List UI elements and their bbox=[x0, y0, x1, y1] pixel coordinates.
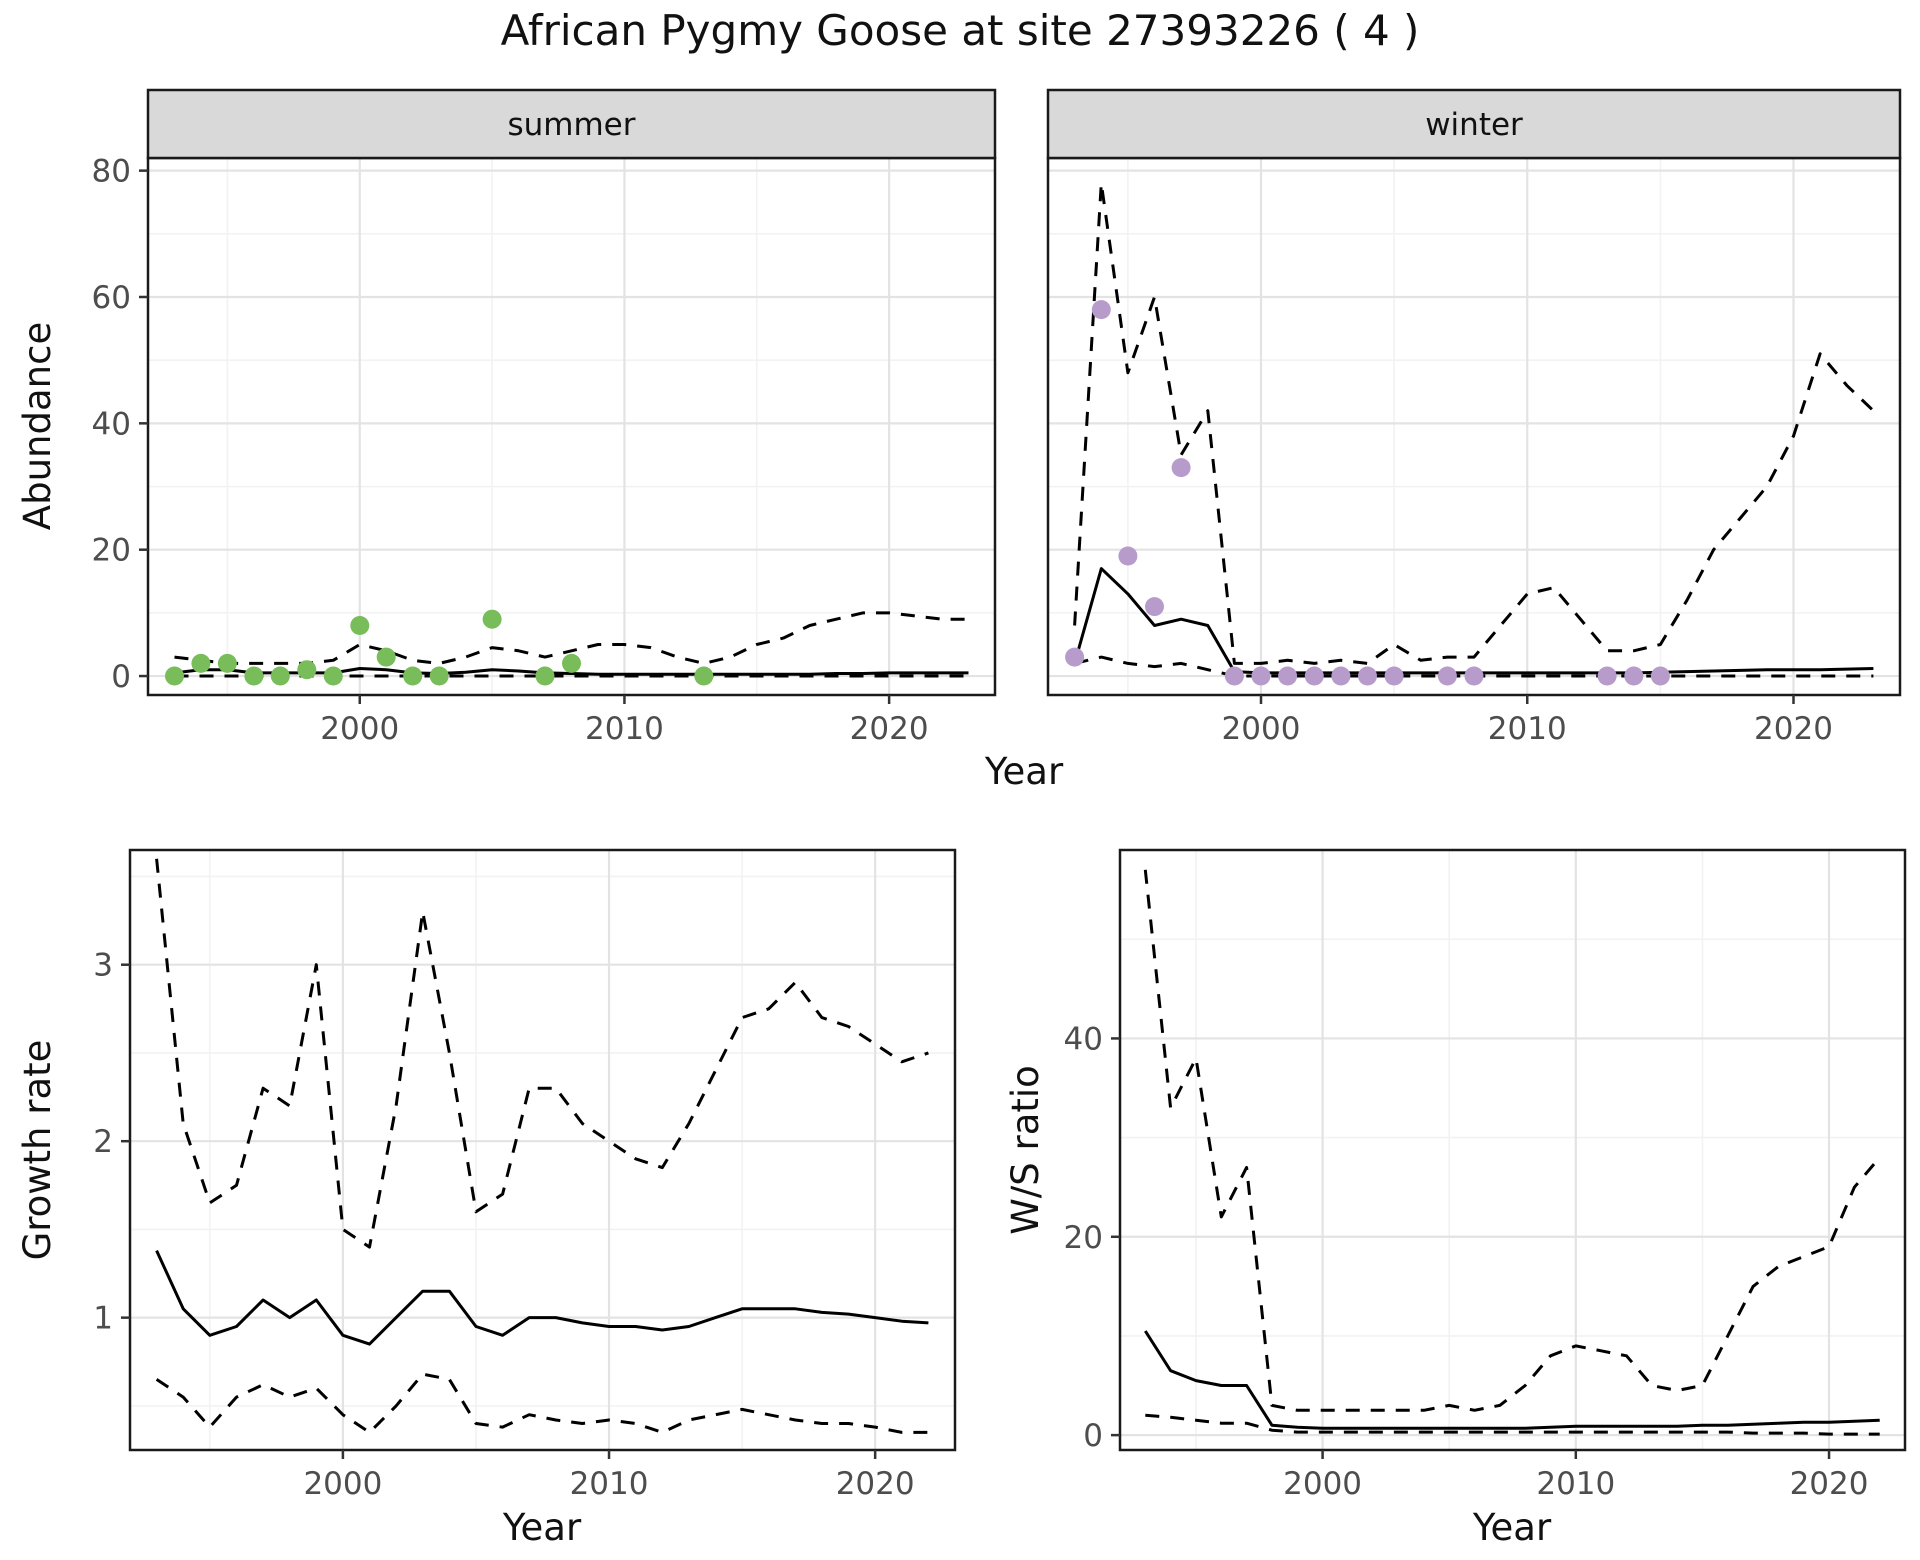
x-tick-label: 2020 bbox=[850, 711, 929, 747]
abundance-winter-observation-point bbox=[1091, 300, 1111, 320]
abundance-winter-observation-point bbox=[1597, 666, 1617, 686]
abundance-summer-observation-point bbox=[217, 653, 237, 673]
abundance-winter-observation-point bbox=[1251, 666, 1271, 686]
y-tick-label: 80 bbox=[92, 154, 131, 190]
y-tick-label: 0 bbox=[1083, 1418, 1103, 1454]
abundance-winter-observation-point bbox=[1145, 597, 1164, 617]
y-tick-label: 1 bbox=[93, 1301, 113, 1337]
abundance-summer-observation-point bbox=[562, 653, 581, 673]
growth-rate-panel-border bbox=[128, 848, 957, 1452]
abundance-summer-observation-point bbox=[165, 666, 184, 686]
abundance-winter-observation-point bbox=[1331, 666, 1351, 686]
abundance-winter-observation-point bbox=[1065, 647, 1085, 667]
abundance-winter-observation-point bbox=[1358, 666, 1377, 686]
abundance-summer-observation-point bbox=[244, 666, 264, 686]
abundance-summer-observation-point bbox=[376, 647, 396, 667]
ws-ratio-lower_ci-line bbox=[1145, 1413, 1880, 1436]
abundance-winter-observation-point bbox=[1278, 666, 1298, 686]
abundance-summer-facet-label: summer bbox=[507, 107, 635, 143]
abundance-winter-observation-point bbox=[1171, 458, 1191, 478]
abundance-summer-observation-point bbox=[297, 660, 317, 680]
x-tick-label: 2020 bbox=[1754, 711, 1833, 747]
abundance-summer-observation-point bbox=[482, 609, 502, 629]
x-tick-label: 2010 bbox=[585, 711, 664, 747]
abundance-winter-upper_ci-line bbox=[1073, 181, 1875, 665]
abundance-winter-observation-point bbox=[1624, 666, 1644, 686]
abundance-summer-observation-point bbox=[323, 666, 343, 686]
x-tick-label: 2010 bbox=[1536, 1466, 1615, 1502]
growth-rate-median-line bbox=[155, 1249, 929, 1346]
abundance-summer-observation-point bbox=[191, 653, 211, 673]
abundance-summer-facet-strip bbox=[146, 88, 997, 160]
x-tick-label: 2010 bbox=[570, 1466, 649, 1502]
abundance-winter-observation-point bbox=[1464, 666, 1484, 686]
abundance-winter-observation-point bbox=[1437, 666, 1457, 686]
abundance-summer-observation-point bbox=[694, 666, 714, 686]
y-tick-label: 40 bbox=[92, 406, 131, 442]
y-tick-label: 20 bbox=[1064, 1220, 1103, 1256]
y-tick-label: 40 bbox=[1064, 1021, 1103, 1057]
x-tick-label: 2020 bbox=[1790, 1466, 1869, 1502]
ws-ratio-panel-border bbox=[1118, 848, 1907, 1452]
abundance-summer-observation-point bbox=[535, 666, 555, 686]
abundance-summer-panel-bg bbox=[148, 158, 995, 695]
x-tick-label: 2020 bbox=[836, 1466, 915, 1502]
abundance-summer-observation-point bbox=[270, 666, 290, 686]
x-axis-label-year-ws: Year bbox=[1472, 1506, 1552, 1549]
x-axis-label-year-growth: Year bbox=[502, 1506, 582, 1549]
x-tick-label: 2010 bbox=[1488, 711, 1567, 747]
abundance-summer-observation-point bbox=[350, 616, 370, 635]
growth-rate-panel-bg bbox=[130, 850, 955, 1450]
abundance-winter-observation-point bbox=[1304, 666, 1324, 686]
x-tick-label: 2000 bbox=[303, 1466, 382, 1502]
x-tick-label: 2000 bbox=[320, 711, 399, 747]
abundance-summer-observation-point bbox=[429, 666, 449, 686]
chart-title: African Pygmy Goose at site 27393226 ( 4… bbox=[500, 6, 1420, 55]
y-tick-label: 3 bbox=[93, 948, 113, 984]
y-tick-label: 2 bbox=[93, 1124, 113, 1160]
ws-ratio-median-line bbox=[1144, 1330, 1880, 1430]
growth-rate-upper_ci-line bbox=[155, 858, 929, 1249]
abundance-summer-observation-point bbox=[403, 666, 423, 686]
ws-ratio-upper_ci-line bbox=[1143, 869, 1881, 1412]
abundance-winter-observation-point bbox=[1224, 666, 1244, 686]
growth-rate-lower_ci-line bbox=[155, 1372, 929, 1434]
abundance-winter-observation-point bbox=[1384, 666, 1404, 686]
abundance-winter-facet-strip bbox=[1046, 88, 1902, 160]
y-tick-label: 20 bbox=[92, 533, 131, 569]
x-tick-label: 2000 bbox=[1283, 1466, 1362, 1502]
y-tick-label: 0 bbox=[111, 659, 131, 695]
y-tick-label: 60 bbox=[92, 280, 131, 316]
x-axis-label-year-top: Year bbox=[984, 750, 1064, 793]
abundance-winter-observation-point bbox=[1118, 546, 1138, 566]
ws-ratio-panel-bg bbox=[1120, 850, 1905, 1450]
abundance-winter-facet-label: winter bbox=[1425, 107, 1523, 143]
x-tick-label: 2000 bbox=[1222, 711, 1301, 747]
abundance-winter-observation-point bbox=[1650, 666, 1670, 686]
abundance-winter-panel-bg bbox=[1048, 158, 1900, 695]
